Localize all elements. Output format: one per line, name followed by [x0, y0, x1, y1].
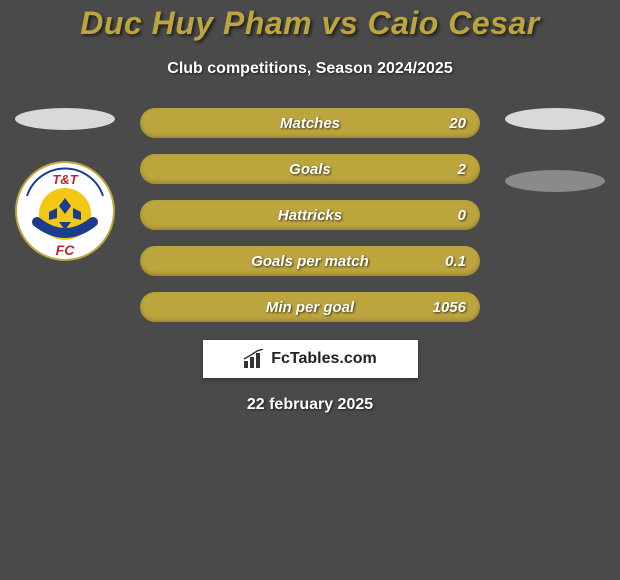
club-ellipse-right [505, 170, 605, 192]
stat-label: Goals [289, 161, 331, 178]
main-container: Duc Huy Pham vs Caio Cesar Club competit… [0, 0, 620, 414]
stat-label: Hattricks [278, 207, 342, 224]
svg-text:T&T: T&T [52, 172, 78, 187]
stat-value: 2 [458, 161, 466, 178]
player-ellipse-left [15, 108, 115, 130]
player-ellipse-right [505, 108, 605, 130]
stats-bars: Matches 20 Goals 2 Hattricks 0 Goals per… [140, 108, 480, 322]
stat-value: 20 [449, 115, 466, 132]
stat-label: Matches [280, 115, 340, 132]
chart-icon [243, 349, 265, 369]
stat-value: 1056 [433, 299, 466, 316]
stat-value: 0 [458, 207, 466, 224]
content-row: T&T FC Matches 20 Goals 2 [0, 108, 620, 322]
page-title: Duc Huy Pham vs Caio Cesar [80, 5, 539, 42]
brand-name: FcTables.com [271, 350, 377, 368]
stat-value: 0.1 [445, 253, 466, 270]
stat-label: Min per goal [266, 299, 354, 316]
svg-text:FC: FC [56, 242, 76, 258]
right-column [500, 108, 610, 192]
brand-badge[interactable]: FcTables.com [203, 340, 418, 378]
footer-date: 22 february 2025 [247, 396, 373, 414]
page-subtitle: Club competitions, Season 2024/2025 [167, 60, 452, 78]
stat-bar: Hattricks 0 [140, 200, 480, 230]
club-logo-left: T&T FC [15, 154, 115, 269]
stat-label: Goals per match [251, 253, 369, 270]
left-column: T&T FC [10, 108, 120, 269]
stat-bar: Matches 20 [140, 108, 480, 138]
stat-bar: Min per goal 1056 [140, 292, 480, 322]
stat-bar: Goals 2 [140, 154, 480, 184]
stat-bar: Goals per match 0.1 [140, 246, 480, 276]
